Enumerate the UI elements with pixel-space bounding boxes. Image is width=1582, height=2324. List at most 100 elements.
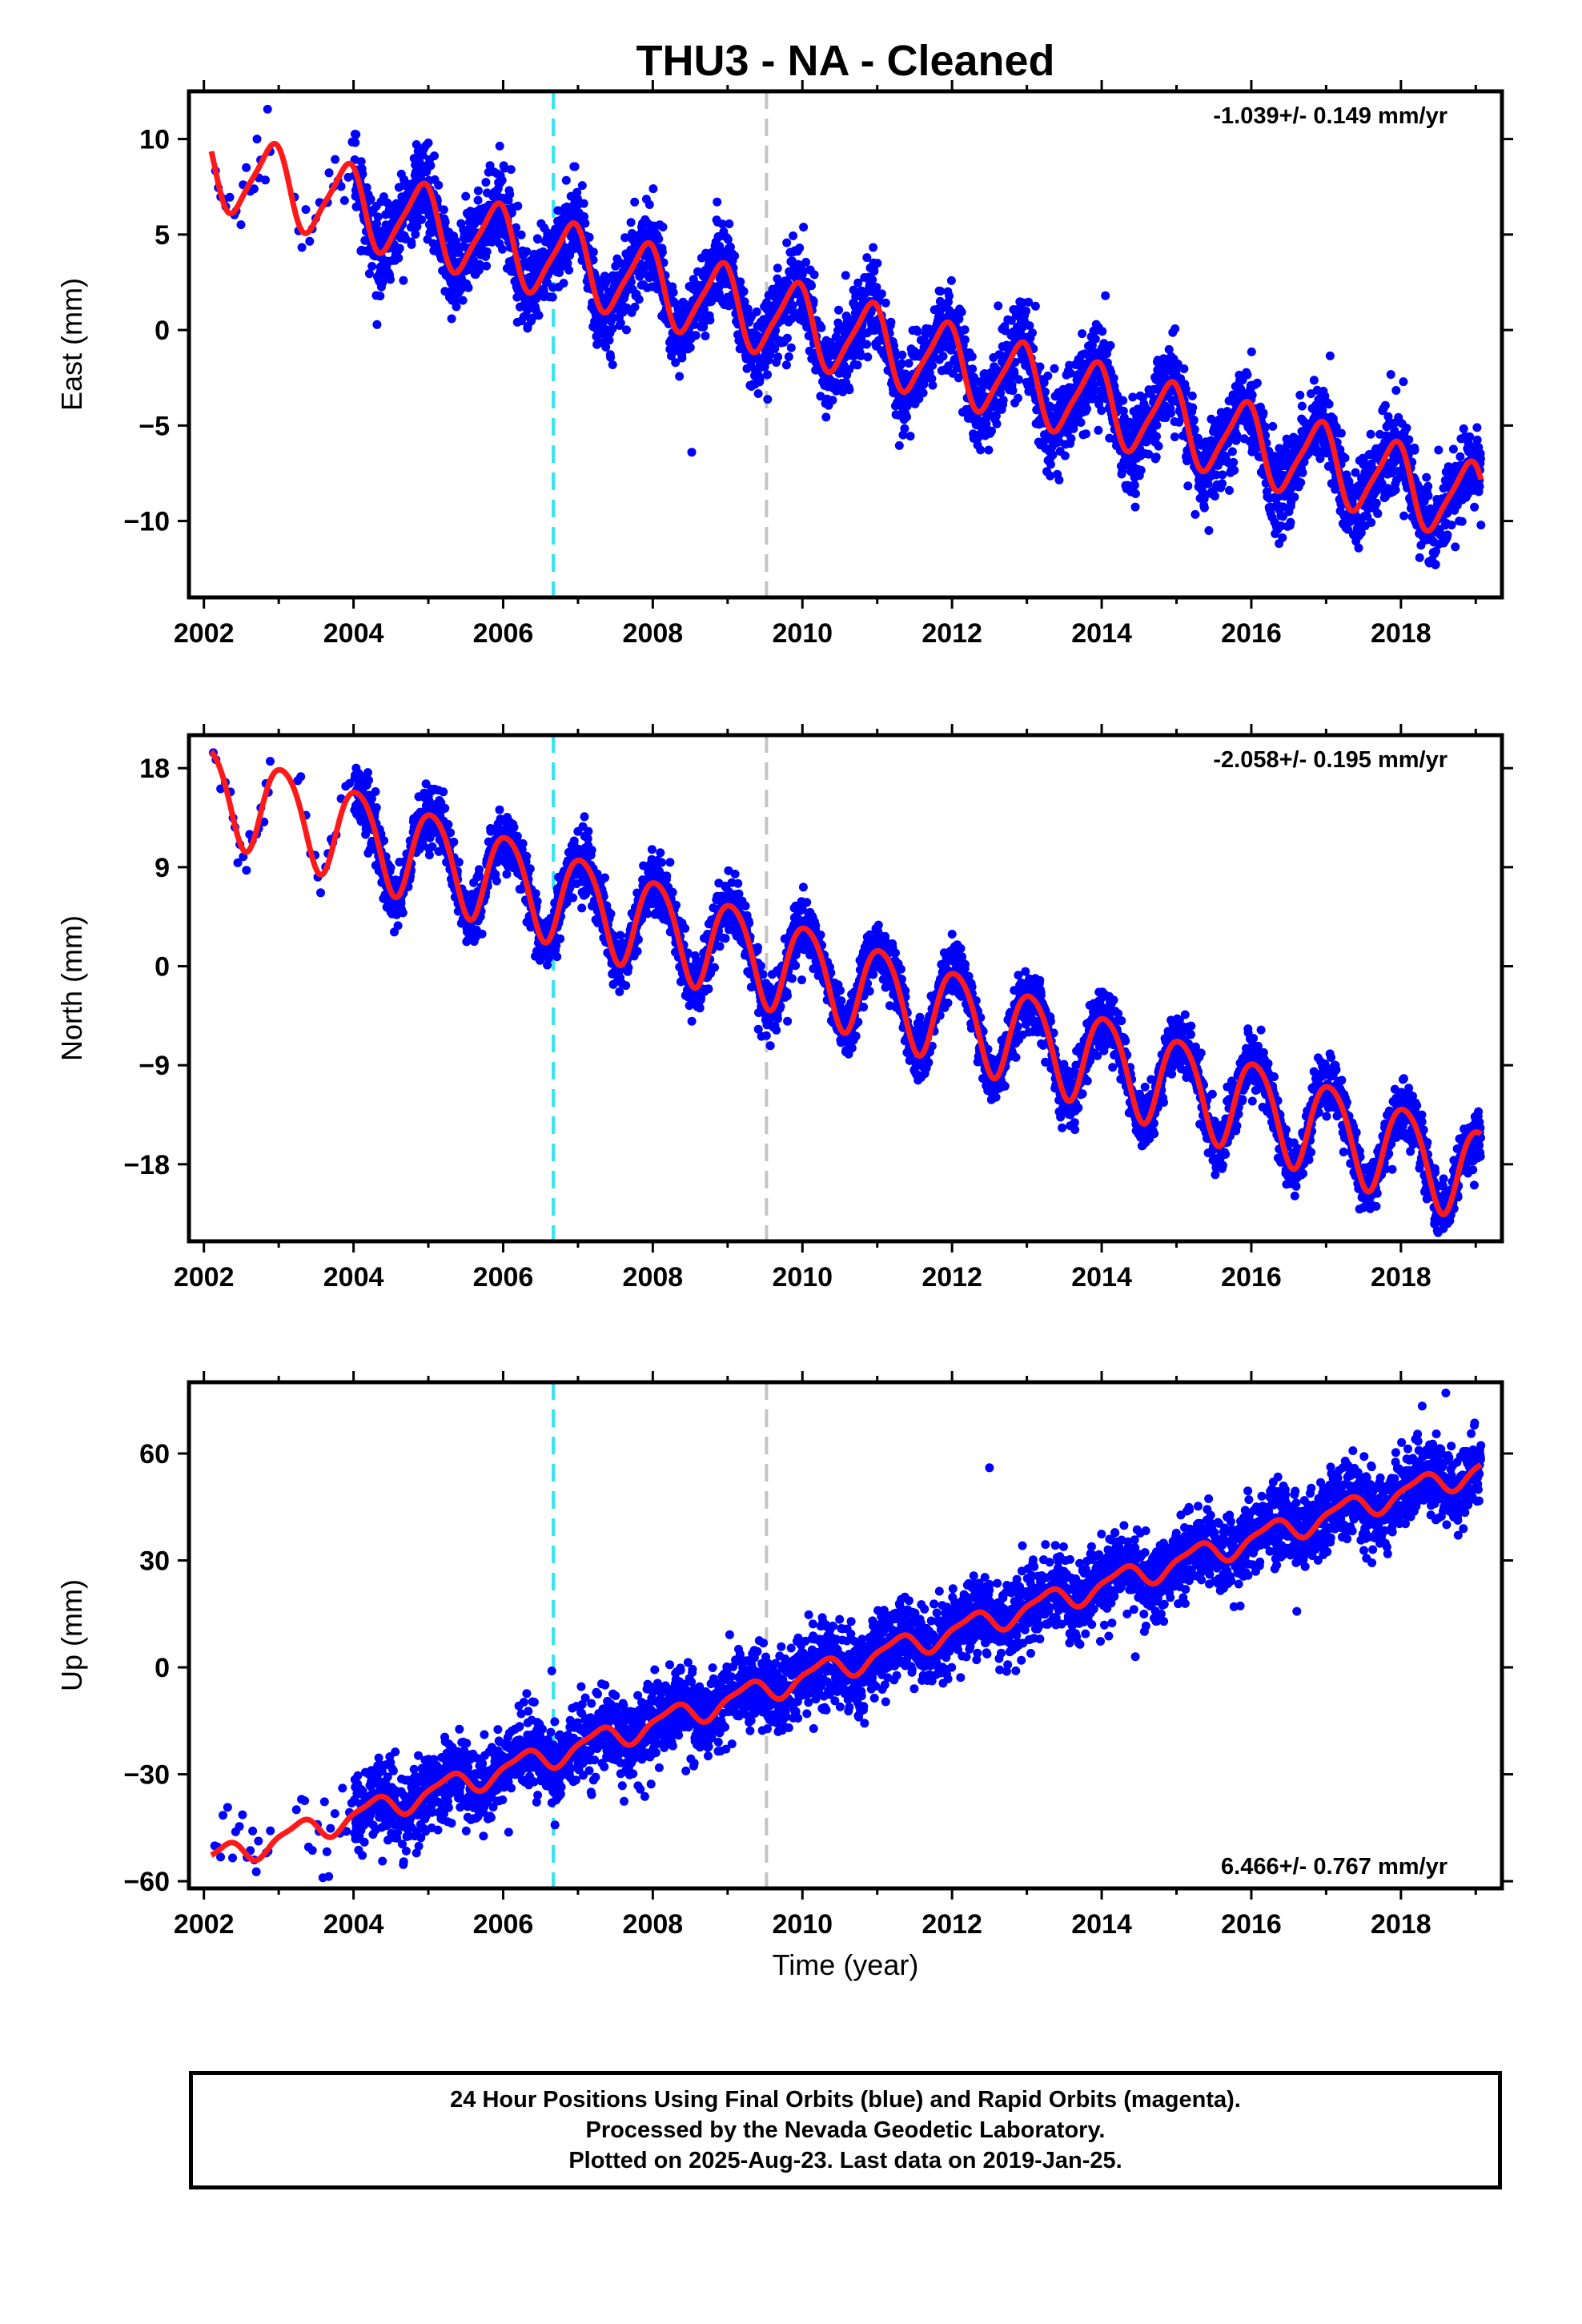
data-point [755,374,765,384]
data-point [440,803,450,813]
data-point [1243,370,1252,380]
data-point [1465,432,1475,441]
data-point [1451,542,1460,552]
data-point [1247,390,1257,400]
data-point [881,298,890,308]
data-point [1225,485,1234,495]
data-point [399,275,408,285]
data-point [297,243,307,252]
data-point [998,396,1008,405]
y-tick-label: 10 [139,125,170,155]
data-point [477,929,487,939]
data-point [1340,453,1350,463]
figure-title: THU3 - NA - Cleaned [636,37,1054,85]
data-point [1415,553,1424,562]
data-point [994,301,1003,311]
data-point [834,305,843,315]
data-point [588,255,598,265]
data-point [498,244,507,254]
data-point [1191,509,1200,519]
data-point [464,283,473,292]
data-point [386,863,396,872]
data-point [753,389,763,398]
data-point [1028,328,1037,338]
data-point [371,787,380,796]
data-point [364,269,374,279]
data-point [339,195,349,205]
data-point [608,360,617,369]
data-point [622,325,631,335]
data-point [1386,370,1395,380]
data-point [960,335,970,344]
data-point [705,316,715,325]
data-point [658,223,668,231]
data-point [1188,403,1198,412]
data-point [1367,518,1376,527]
data-point [1130,502,1140,512]
data-point [398,908,408,918]
x-tick-label: 2012 [921,618,982,649]
data-point [395,243,404,253]
data-point [1183,481,1193,491]
data-point [1434,445,1443,455]
data-point [424,139,433,147]
data-point [393,921,403,931]
data-point [426,161,436,171]
data-point [242,163,251,172]
data-points [208,748,1485,1237]
data-point [1179,364,1189,373]
data-point [356,157,366,167]
data-point [1447,521,1456,530]
data-point [782,238,792,247]
panel-1: 2002 2004 2006 2008 2010 2012 2014 2016 2018−10−… [55,80,1513,649]
data-point [900,424,909,433]
data-point [579,199,588,208]
data-point [1109,373,1118,383]
data-point [1456,452,1465,461]
data-point [1476,521,1486,530]
data-point [1101,291,1110,300]
data-point [372,219,381,228]
data-point [809,270,819,279]
data-point [542,278,552,287]
data-point [358,169,367,179]
data-point [1298,468,1307,477]
data-point [1152,432,1161,441]
data-point [1268,421,1278,431]
data-point [305,236,315,246]
data-point [1218,479,1227,489]
data-point [1309,376,1319,385]
data-point [1295,390,1305,400]
y-tick-label: 5 [155,220,170,251]
data-point [1229,457,1239,467]
data-point [1014,375,1023,384]
data-point [1199,503,1209,513]
data-point [657,247,667,257]
data-point [1043,371,1053,380]
data-point [904,359,913,368]
data-point [584,232,594,242]
data-point [763,370,772,380]
data-point [862,340,871,349]
data-point [364,775,373,785]
data-point [807,281,816,291]
data-point [1230,465,1239,475]
data-point [316,888,325,898]
data-point [1252,378,1262,388]
data-point [1218,470,1227,480]
data-point [1166,408,1175,418]
data-point [1366,429,1375,439]
data-point [548,292,557,302]
data-point [366,195,375,204]
data-point [1066,434,1076,444]
data-point [363,768,372,778]
data-point [252,135,262,144]
data-point [1154,441,1163,451]
data-point [691,331,701,340]
data-point [1082,404,1091,413]
data-point [411,230,420,239]
data-point [1189,416,1199,424]
data-point [913,327,922,336]
data-point [351,130,361,139]
data-point [1060,451,1070,460]
